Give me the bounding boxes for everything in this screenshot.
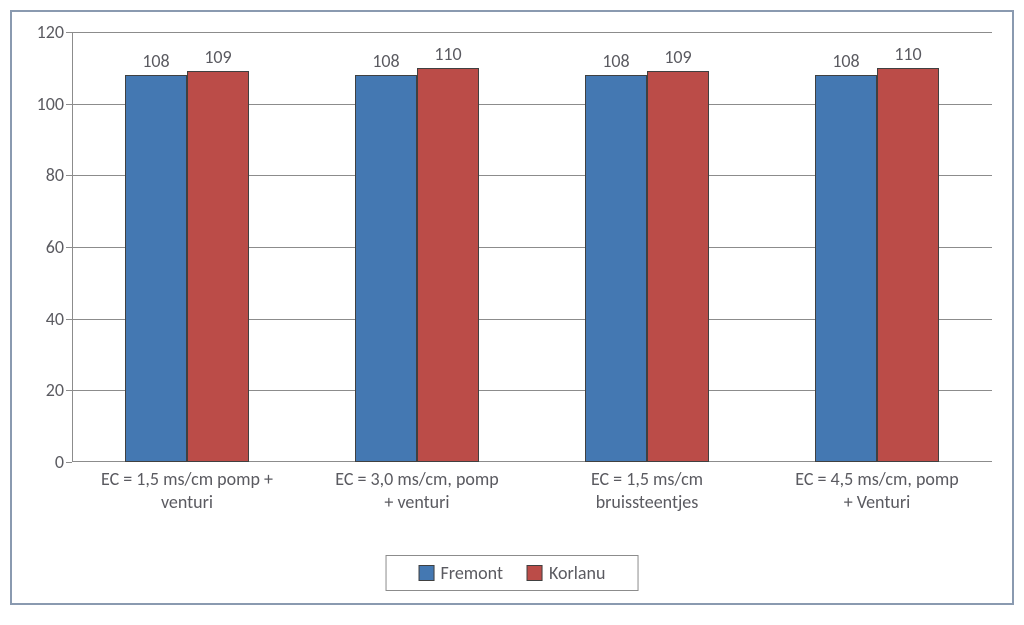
bar-value-label: 109 [204, 46, 231, 68]
bar-value-label: 108 [142, 50, 169, 72]
bar-group: 108110 [355, 68, 479, 462]
bar: 108 [125, 75, 187, 462]
bar-group: 108110 [815, 68, 939, 462]
x-category-label: EC = 3,0 ms/cm, pomp+ venturi [302, 468, 532, 513]
legend-item-fremont: Fremont [419, 562, 503, 584]
bar: 108 [815, 75, 877, 462]
legend-label: Fremont [441, 562, 503, 584]
bar: 110 [877, 68, 939, 462]
bar: 110 [417, 68, 479, 462]
legend-item-korlanu: Korlanu [527, 562, 605, 584]
bar: 108 [585, 75, 647, 462]
x-category-label: EC = 4,5 ms/cm, pomp+ Venturi [762, 468, 992, 513]
legend: Fremont Korlanu [386, 555, 639, 591]
chart-frame: 020406080100120108109108110108109108110 … [10, 10, 1014, 605]
bar-group: 108109 [125, 71, 249, 462]
bar: 109 [187, 71, 249, 462]
x-category-label: EC = 1,5 ms/cm pomp +venturi [72, 468, 302, 513]
y-tick-label: 80 [46, 164, 72, 186]
bar-value-label: 109 [664, 46, 691, 68]
bar-group: 108109 [585, 71, 709, 462]
legend-label: Korlanu [549, 562, 605, 584]
bar-value-label: 108 [602, 50, 629, 72]
y-tick-label: 120 [37, 21, 72, 43]
y-tick-label: 0 [55, 451, 72, 473]
bar-value-label: 110 [434, 43, 461, 65]
bar-value-label: 110 [894, 43, 921, 65]
legend-swatch-korlanu [527, 565, 543, 581]
y-tick-label: 20 [46, 379, 72, 401]
x-category-label: EC = 1,5 ms/cmbruissteentjes [532, 468, 762, 513]
y-tick-label: 60 [46, 236, 72, 258]
y-tick-label: 40 [46, 308, 72, 330]
plot-area: 020406080100120108109108110108109108110 [72, 32, 992, 462]
legend-swatch-fremont [419, 565, 435, 581]
bar-value-label: 108 [372, 50, 399, 72]
bar: 109 [647, 71, 709, 462]
y-tick-label: 100 [37, 93, 72, 115]
gridline [72, 32, 992, 33]
bar-value-label: 108 [832, 50, 859, 72]
bar: 108 [355, 75, 417, 462]
